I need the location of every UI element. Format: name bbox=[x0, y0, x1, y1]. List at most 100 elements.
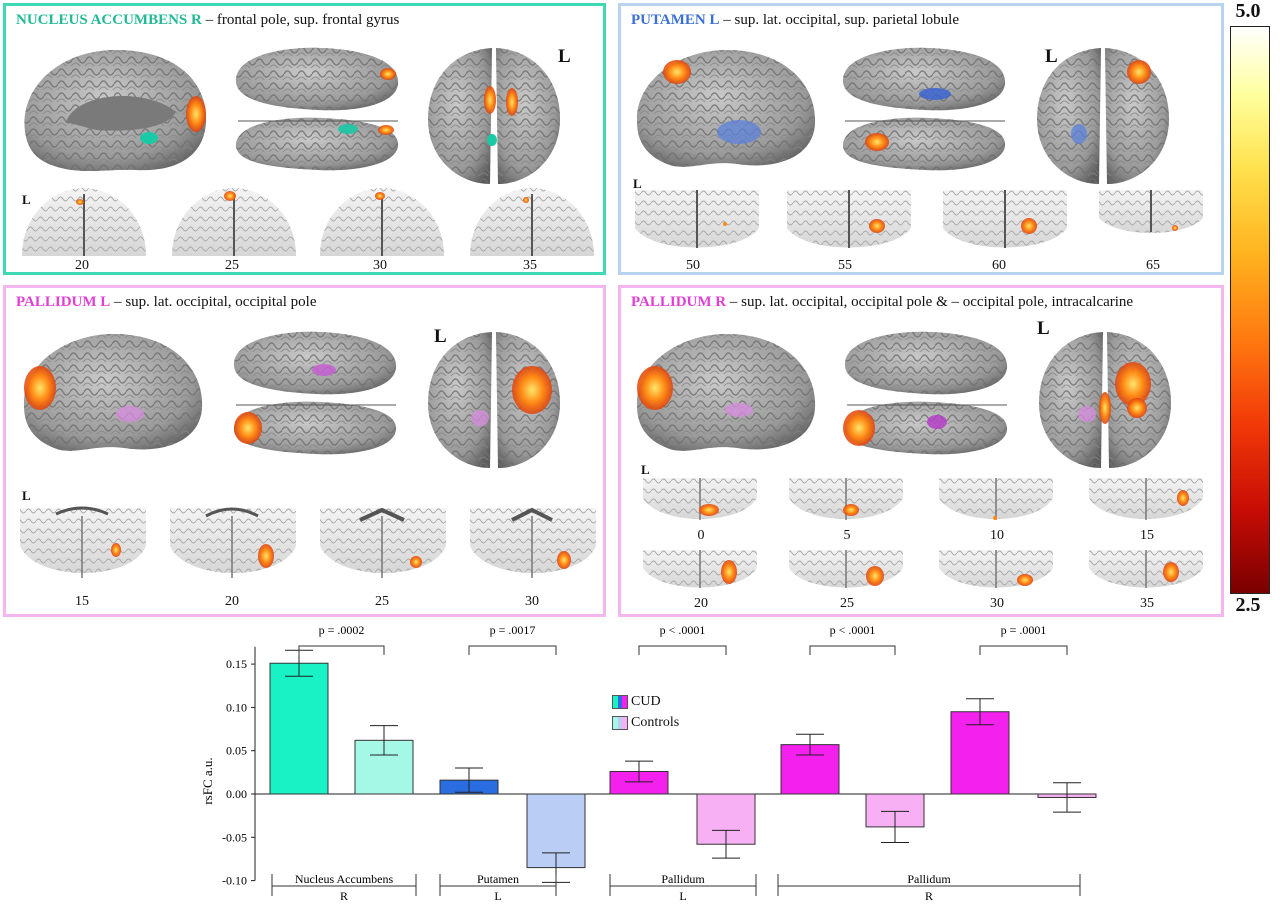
axial-slice-65 bbox=[1099, 190, 1203, 233]
panel-subtitle: – sup. lat. occipital, occipital pole bbox=[110, 294, 317, 310]
axial-slice-30 bbox=[320, 188, 444, 256]
axial-slice-20 bbox=[170, 507, 296, 578]
left-hemisphere-label: L bbox=[558, 46, 571, 67]
left-side-label: L bbox=[641, 462, 650, 477]
panel-subtitle: – sup. lat. occipital, occipital pole & … bbox=[726, 294, 1134, 310]
slice-number: 15 bbox=[75, 594, 89, 609]
group-side: R bbox=[340, 889, 348, 903]
p-bracket bbox=[638, 645, 727, 655]
brain-axial-views bbox=[843, 331, 1008, 455]
group-side: L bbox=[494, 889, 501, 903]
slice-number: 35 bbox=[523, 258, 537, 273]
panel-subtitle: – frontal pole, sup. frontal gyrus bbox=[201, 12, 400, 28]
p-value-brackets: p = .0002 p = .0017 p < .0001 p < .0001 p = … bbox=[298, 623, 1068, 655]
left-side-label: L bbox=[22, 192, 31, 207]
p-value-label: p = .0002 bbox=[319, 623, 365, 637]
y-tick-label: -0.05 bbox=[222, 830, 247, 844]
axial-slice-35 bbox=[470, 188, 594, 256]
brain-lateral-view bbox=[636, 334, 816, 451]
left-hemisphere-label: L bbox=[1037, 318, 1050, 339]
p-value-label: p < .0001 bbox=[830, 623, 876, 637]
group-name: Nucleus Accumbens bbox=[295, 872, 394, 886]
y-tick-label: 0.05 bbox=[226, 744, 247, 758]
legend-item-controls: Controls bbox=[612, 712, 679, 733]
brain-frontal-view bbox=[428, 48, 560, 184]
brain-posterior-view bbox=[1037, 48, 1169, 184]
slice-number: 35 bbox=[1140, 596, 1154, 611]
axial-slice-15 bbox=[1089, 478, 1203, 520]
slice-number: 0 bbox=[697, 528, 705, 543]
y-axis-label: rsFC a.u. bbox=[200, 757, 215, 804]
slice-number: 30 bbox=[525, 594, 539, 609]
p-value-label: p = .0001 bbox=[1001, 623, 1047, 637]
chart-legend: CUD Controls bbox=[612, 691, 679, 733]
colorbar bbox=[1230, 26, 1270, 594]
y-tick-label: 0.15 bbox=[226, 657, 247, 671]
axial-slice-15 bbox=[20, 506, 146, 578]
axial-slice-25 bbox=[172, 188, 296, 256]
rsfc-bar-chart: rsFC a.u. 0.15 0.10 0.05 0.00 -0.05 -0.10 p =… bbox=[200, 623, 1097, 903]
axial-slice-10 bbox=[939, 478, 1053, 520]
axial-slice-30 bbox=[939, 550, 1053, 588]
panel-region: NUCLEUS ACCUMBENS R bbox=[16, 12, 202, 28]
panel-title: PUTAMEN L – sup. lat. occipital, sup. pa… bbox=[631, 12, 959, 29]
slice-number: 10 bbox=[990, 528, 1004, 543]
p-value-label: p < .0001 bbox=[660, 623, 706, 637]
group-labels: Nucleus Accumbens R Putamen L Pallidum L Palli… bbox=[271, 872, 1081, 903]
axial-slice-30 bbox=[470, 507, 596, 578]
panel-nucleus-accumbens-r: NUCLEUS ACCUMBENS R – frontal pole, sup.… bbox=[3, 3, 606, 275]
p-bracket bbox=[468, 645, 557, 655]
left-side-label: L bbox=[633, 176, 642, 191]
slice-number: 30 bbox=[373, 258, 387, 273]
group-side: L bbox=[679, 889, 686, 903]
axial-slice-55 bbox=[787, 190, 911, 248]
axial-slice-5 bbox=[789, 478, 903, 520]
slice-number: 55 bbox=[838, 258, 852, 273]
y-tick-label: 0.10 bbox=[226, 700, 247, 714]
y-tick-label: 0.00 bbox=[226, 787, 247, 801]
panel-region: PALLIDUM L bbox=[16, 294, 111, 310]
axial-slice-20 bbox=[22, 188, 146, 256]
brain-axial-views bbox=[842, 47, 1006, 171]
brain-medial-view bbox=[24, 50, 207, 172]
left-hemisphere-label: L bbox=[434, 326, 447, 347]
panel-region: PUTAMEN L bbox=[631, 12, 720, 28]
slice-number: 20 bbox=[225, 594, 239, 609]
brain-axial-views bbox=[235, 47, 399, 171]
slice-number: 15 bbox=[1140, 528, 1154, 543]
panel-title: NUCLEUS ACCUMBENS R – frontal pole, sup.… bbox=[16, 12, 399, 29]
brain-lateral-view bbox=[636, 50, 816, 167]
axial-slice-50 bbox=[635, 190, 759, 248]
panel-title: PALLIDUM L – sup. lat. occipital, occipi… bbox=[16, 294, 317, 311]
axial-slice-25 bbox=[789, 550, 903, 588]
axial-slice-20 bbox=[643, 550, 757, 588]
colorbar-min-label: 2.5 bbox=[1235, 594, 1261, 616]
p-value-label: p = .0017 bbox=[490, 623, 536, 637]
brain-lateral-view bbox=[23, 334, 203, 451]
group-name: Pallidum bbox=[661, 872, 705, 886]
panel-title: PALLIDUM R – sup. lat. occipital, occipi… bbox=[631, 294, 1133, 311]
group-side: R bbox=[925, 889, 933, 903]
legend-swatch-cud bbox=[612, 694, 628, 709]
slice-number: 60 bbox=[992, 258, 1006, 273]
slice-number: 50 bbox=[686, 258, 700, 273]
group-name: Putamen bbox=[477, 872, 519, 886]
axial-slice-25 bbox=[320, 507, 446, 578]
group-bracket bbox=[609, 874, 757, 896]
slice-number: 30 bbox=[990, 596, 1004, 611]
left-side-label: L bbox=[22, 488, 31, 503]
brain-posterior-view bbox=[428, 332, 560, 468]
legend-label: CUD bbox=[631, 693, 661, 709]
group-name: Pallidum bbox=[907, 872, 951, 886]
bar bbox=[269, 662, 329, 795]
group-bracket bbox=[439, 874, 557, 896]
p-bracket bbox=[298, 645, 385, 655]
brain-posterior-view bbox=[1039, 332, 1171, 468]
slice-number: 5 bbox=[843, 528, 851, 543]
brain-axial-views bbox=[233, 331, 397, 455]
group-bracket bbox=[271, 874, 417, 896]
slice-number: 65 bbox=[1146, 258, 1160, 273]
group-bracket bbox=[777, 874, 1081, 896]
slice-number: 25 bbox=[840, 596, 854, 611]
panel-pallidum-l: PALLIDUM L – sup. lat. occipital, occipi… bbox=[3, 285, 606, 617]
